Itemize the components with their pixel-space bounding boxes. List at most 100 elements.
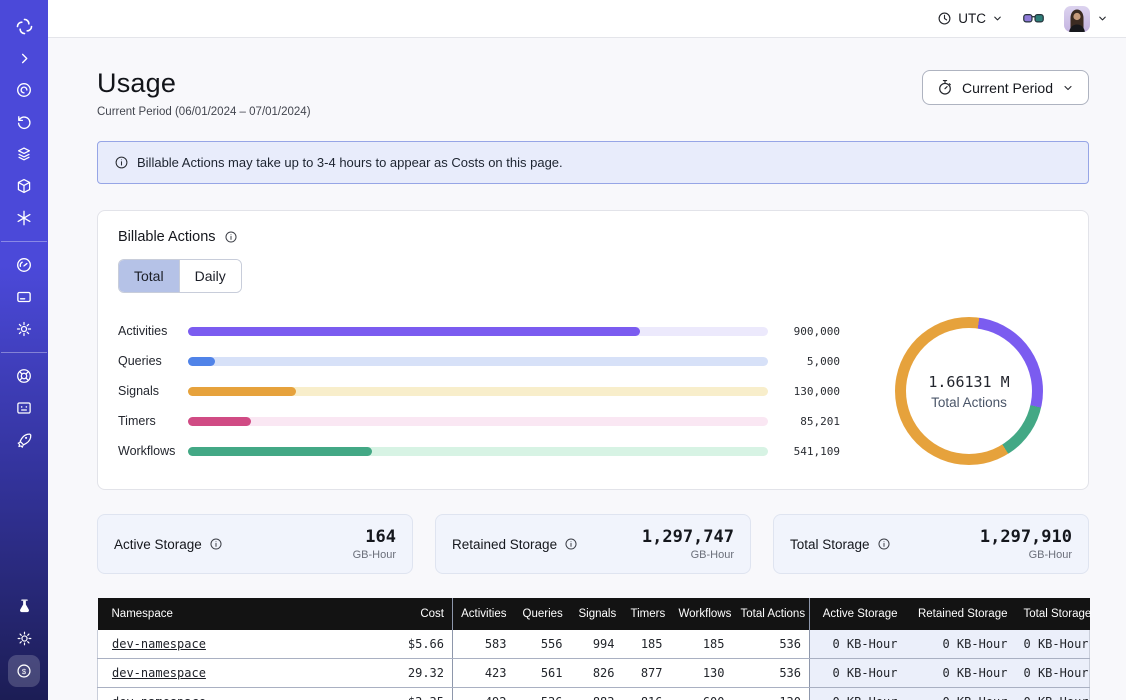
namespace-link[interactable]: dev-namespace (112, 666, 206, 680)
table-cell: 536 (514, 687, 571, 700)
info-icon[interactable] (209, 537, 223, 551)
table-cell: 0 KB-Hour (809, 630, 906, 659)
tab-daily[interactable]: Daily (178, 260, 241, 292)
table-cell: 0 KB-Hour (1015, 687, 1090, 700)
timezone-label: UTC (958, 11, 986, 26)
namespace-usage-table: Namespace Cost Activities Queries Signals Tim… (97, 598, 1091, 700)
labs-icon[interactable] (8, 591, 40, 621)
nexus-icon[interactable] (8, 203, 40, 233)
expand-sidebar-icon[interactable] (8, 43, 40, 73)
column-header: Namespace (97, 598, 358, 630)
table-cell: 130 (670, 658, 733, 688)
table-cell: 0 KB-Hour (905, 687, 1016, 700)
table-row: dev-namespace $5.66 583 556 994 185 185 536 0 KB… (97, 630, 1090, 659)
sidebar-divider (1, 241, 47, 242)
temporal-logo-icon[interactable] (8, 11, 40, 41)
getting-started-icon[interactable] (8, 425, 40, 455)
page-title: Usage (97, 68, 177, 98)
info-icon (114, 155, 129, 170)
page-head: Usage Current Period (06/01/2024 – 07/01… (97, 68, 1089, 118)
sidebar: $ (0, 0, 48, 700)
storage-unit: GB-Hour (1028, 549, 1072, 561)
column-header: Activities (452, 598, 515, 630)
usage-icon[interactable] (8, 250, 40, 280)
period-select-label: Current Period (961, 79, 1053, 96)
table-body: dev-namespace $5.66 583 556 994 185 185 536 0 KB… (97, 630, 1090, 700)
billable-actions-title: Billable Actions (118, 229, 216, 245)
info-icon[interactable] (877, 537, 891, 551)
table-cell: 583 (452, 630, 515, 659)
feedback-icon[interactable] (8, 393, 40, 423)
info-icon[interactable] (564, 537, 578, 551)
storage-unit: GB-Hour (690, 549, 734, 561)
table-cell: 185 (622, 630, 671, 659)
theme-toggle-icon[interactable] (8, 623, 40, 653)
table-cell: 536 (732, 630, 810, 659)
page-subtitle: Current Period (06/01/2024 – 07/01/2024) (97, 106, 311, 118)
table-cell: 492 (452, 687, 515, 700)
deployments-icon[interactable] (8, 139, 40, 169)
sidebar-divider (1, 352, 47, 353)
main-area: UTC Usage Current Period (06/01/2024 – 0… (48, 0, 1126, 700)
namespace-link[interactable]: dev-namespace (112, 695, 206, 700)
table-cell: 556 (514, 630, 571, 659)
bar-track (188, 446, 768, 456)
billable-actions-card: Billable Actions Total Daily Activities 9… (97, 210, 1089, 490)
tab-total[interactable]: Total (119, 260, 179, 292)
table-cell: 0 KB-Hour (809, 687, 906, 700)
table-cell: 561 (514, 658, 571, 688)
billing-icon[interactable] (8, 282, 40, 312)
period-select-button[interactable]: Current Period (921, 70, 1089, 105)
stopwatch-icon (939, 79, 951, 95)
storage-unit: GB-Hour (352, 549, 396, 561)
timezone-selector[interactable]: UTC (937, 11, 1003, 26)
bar-fill (188, 386, 297, 396)
info-icon[interactable] (224, 230, 238, 244)
table-cell: 536 (732, 658, 810, 688)
schedules-icon[interactable] (8, 107, 40, 137)
bar-value: 541,109 (793, 444, 840, 458)
banner-text: Billable Actions may take up to 3-4 hour… (137, 155, 563, 170)
total-actions-donut: 1.66131 M Total Actions (895, 317, 1043, 465)
donut-total-value: 1.66131 M (928, 372, 1010, 391)
table-cell: 877 (622, 658, 671, 688)
workflows-icon[interactable] (8, 171, 40, 201)
table-cell: 816 (622, 687, 671, 700)
total-storage-card: Total Storage 1,297,910 GB-Hour (773, 514, 1089, 574)
table-cell: 423 (452, 658, 515, 688)
column-header: Workflows (670, 598, 733, 630)
table-row: dev-namespace 29.32 423 561 826 877 130 536 0 KB… (97, 658, 1090, 688)
billable-view-tabs: Total Daily (118, 259, 242, 293)
bar-value: 5,000 (806, 354, 840, 368)
bar-row-queries: Queries 5,000 (118, 354, 840, 368)
clock-icon (938, 12, 951, 25)
donut-total-label: Total Actions (931, 394, 1007, 410)
table-cell: 883 (570, 687, 623, 700)
table-cell: 29.32 (357, 658, 453, 688)
active-storage-value: 164 (365, 527, 396, 547)
bar-value: 900,000 (793, 324, 840, 338)
namespace-link[interactable]: dev-namespace (112, 637, 206, 651)
table-cell: 0 KB-Hour (1015, 630, 1090, 659)
user-menu[interactable] (1064, 5, 1108, 32)
total-storage-value: 1,297,910 (979, 527, 1072, 547)
bar-row-workflows: Workflows 541,109 (118, 444, 840, 458)
billable-bars-chart: Activities 900,000 Queries 5,000 Signals 130,… (118, 324, 850, 458)
namespace-cell: dev-namespace (97, 658, 358, 688)
settings-icon[interactable] (8, 314, 40, 344)
column-header: Signals (570, 598, 623, 630)
pricing-icon[interactable]: $ (8, 655, 40, 687)
chevron-down-icon (1064, 85, 1072, 90)
table-cell: $3.35 (357, 687, 453, 700)
glasses-icon[interactable] (1023, 12, 1044, 26)
bar-fill (188, 446, 373, 456)
namespaces-icon[interactable] (8, 75, 40, 105)
storage-summary-row: Active Storage 164 GB-Hour Retained Stor… (97, 514, 1089, 574)
bar-label: Queries (118, 354, 162, 368)
support-icon[interactable] (8, 361, 40, 391)
bar-row-signals: Signals 130,000 (118, 384, 840, 398)
column-header: Active Storage (809, 598, 906, 630)
bar-value: 130,000 (793, 384, 840, 398)
bar-value: 85,201 (800, 414, 840, 428)
